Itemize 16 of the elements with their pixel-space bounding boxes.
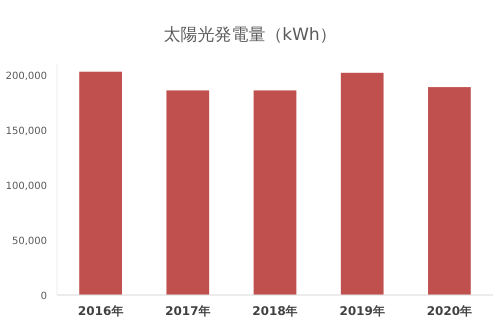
bar	[79, 72, 122, 295]
x-tick-label: 2018年	[252, 304, 298, 318]
y-tick-label: 200,000	[6, 71, 47, 82]
y-tick-label: 0	[40, 291, 47, 302]
bar	[428, 87, 471, 295]
x-tick-label: 2016年	[78, 304, 124, 318]
x-tick-label: 2020年	[426, 304, 472, 318]
bar	[340, 72, 384, 295]
bar	[254, 90, 296, 295]
bar	[166, 90, 210, 295]
y-tick-label: 150,000	[6, 126, 47, 137]
y-tick-label: 50,000	[12, 236, 47, 247]
y-tick-label: 100,000	[6, 181, 47, 192]
x-tick-label: 2017年	[165, 304, 211, 318]
x-tick-label: 2019年	[339, 304, 385, 318]
chart-title: 太陽光発電量（kWh）	[163, 25, 337, 45]
